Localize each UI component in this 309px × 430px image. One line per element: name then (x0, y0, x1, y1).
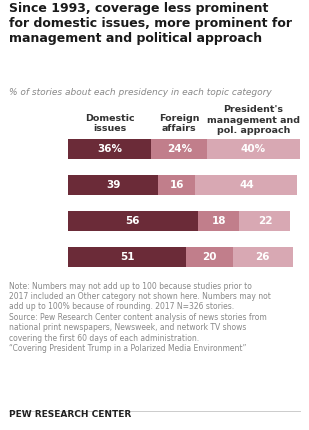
Text: 16: 16 (170, 180, 184, 190)
Text: PEW RESEARCH CENTER: PEW RESEARCH CENTER (9, 410, 132, 419)
Text: 39: 39 (106, 180, 121, 190)
Bar (186, 247, 233, 267)
Text: 22: 22 (258, 216, 272, 226)
Text: President's: President's (223, 105, 283, 114)
Text: Foreign: Foreign (159, 114, 200, 123)
Text: 51: 51 (120, 252, 134, 262)
Bar (198, 211, 239, 231)
Text: issues: issues (93, 124, 126, 133)
Text: Domestic: Domestic (85, 114, 134, 123)
Bar (68, 211, 198, 231)
Bar (159, 175, 196, 195)
Bar (68, 139, 151, 159)
Bar (151, 139, 207, 159)
Text: 36%: 36% (97, 144, 122, 154)
Text: management and: management and (207, 116, 300, 125)
Text: affairs: affairs (162, 124, 197, 133)
Text: 20: 20 (202, 252, 217, 262)
Text: % of stories about each presidency in each topic category: % of stories about each presidency in ea… (9, 88, 272, 97)
Bar (207, 139, 300, 159)
Text: Note: Numbers may not add up to 100 because studies prior to
2017 included an Ot: Note: Numbers may not add up to 100 beca… (9, 282, 271, 353)
Text: 44: 44 (239, 180, 254, 190)
Text: 56: 56 (126, 216, 140, 226)
Text: pol. approach: pol. approach (217, 126, 290, 135)
Bar (68, 175, 159, 195)
Text: 26: 26 (256, 252, 270, 262)
Bar (68, 247, 186, 267)
Text: 40%: 40% (241, 144, 266, 154)
Bar (196, 175, 297, 195)
Bar (232, 247, 293, 267)
Text: Since 1993, coverage less prominent
for domestic issues, more prominent for
mana: Since 1993, coverage less prominent for … (9, 2, 292, 45)
Text: 24%: 24% (167, 144, 192, 154)
Text: 18: 18 (211, 216, 226, 226)
Bar (239, 211, 290, 231)
